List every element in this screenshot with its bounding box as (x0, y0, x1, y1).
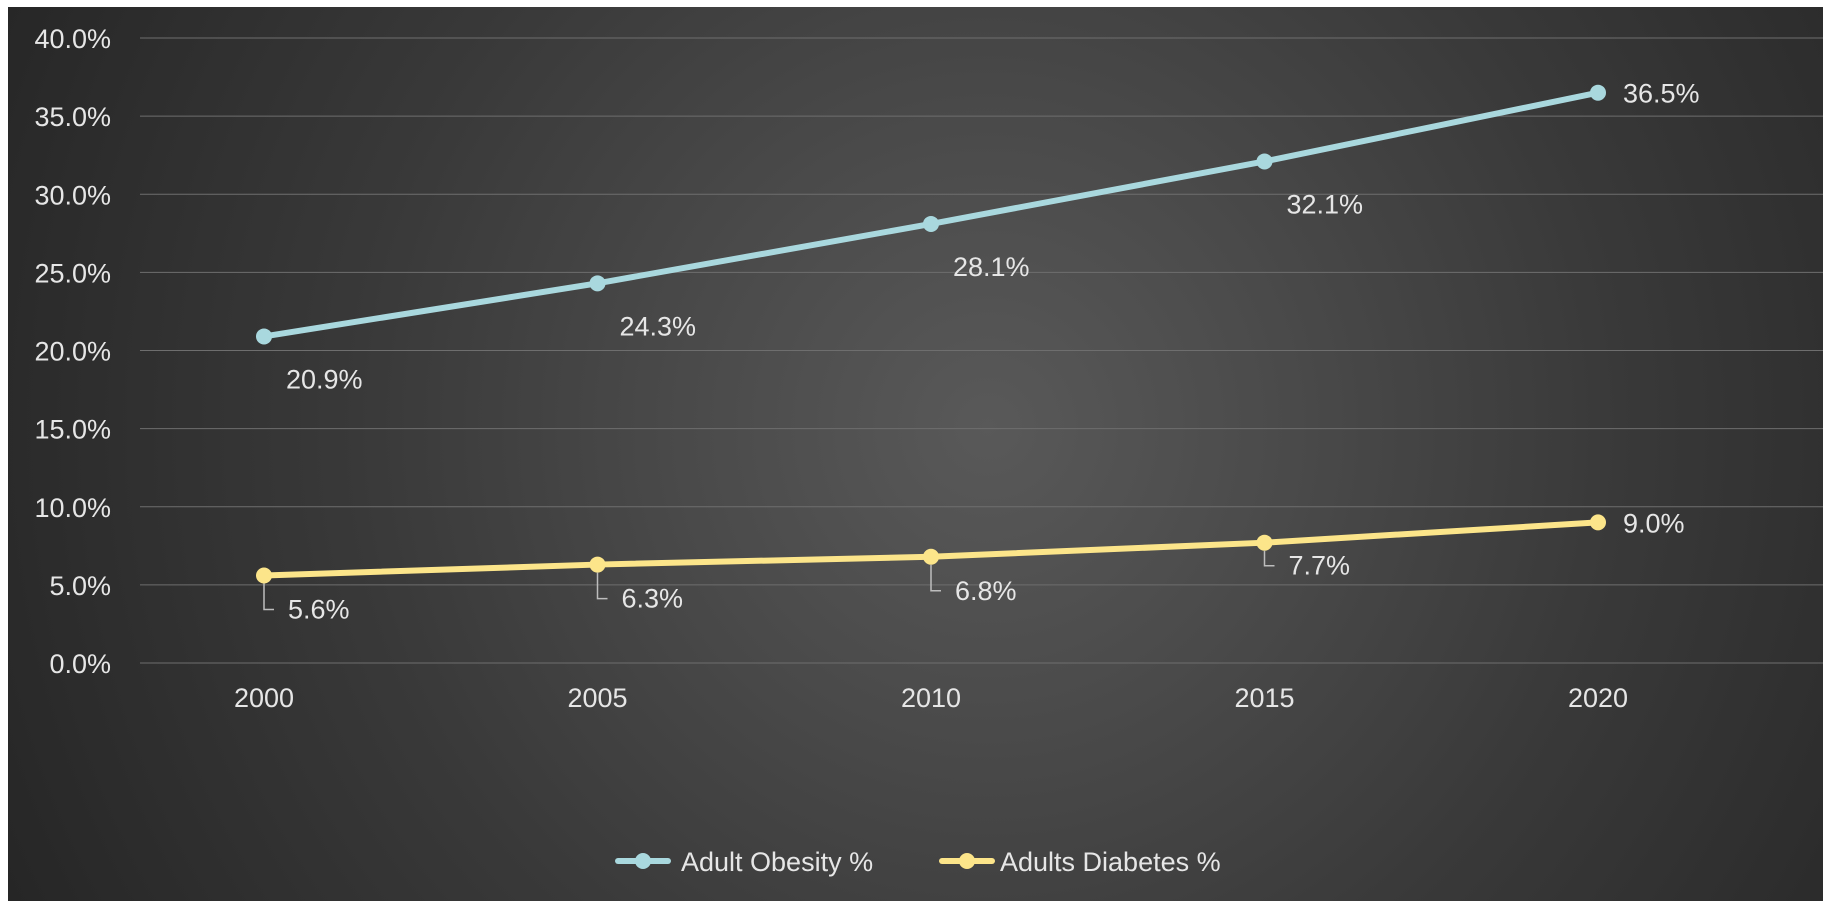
leader-line (596, 572, 608, 600)
data-point (256, 328, 272, 345)
data-point (1590, 514, 1606, 531)
x-tick-label: 2020 (1568, 683, 1628, 713)
data-label: 9.0% (1623, 508, 1685, 538)
data-point (1256, 153, 1273, 170)
data-point (923, 215, 939, 232)
line-chart: 0.0% 5.0% 10.0% 15.0% 20.0% 25.0% 30.0% 35.0% 40… (34, 24, 1823, 877)
data-point (923, 548, 939, 565)
chart-area: 0.0% 5.0% 10.0% 15.0% 20.0% 25.0% 30.0% 35.0% 40… (8, 7, 1823, 901)
leader-line (1263, 550, 1275, 567)
y-tick-label: 0.0% (49, 649, 111, 679)
y-tick-label: 35.0% (34, 102, 111, 132)
x-tick-label: 2015 (1234, 683, 1294, 713)
y-tick-label: 20.0% (34, 337, 111, 367)
data-point (589, 275, 606, 292)
y-tick-label: 5.0% (49, 571, 111, 601)
data-label: 5.6% (288, 595, 350, 625)
data-point (1590, 84, 1606, 101)
legend-swatch-marker (635, 853, 651, 869)
legend-label: Adults Diabetes % (1000, 847, 1221, 877)
data-label: 6.3% (622, 584, 684, 614)
data-point (256, 567, 272, 584)
x-tick-label: 2010 (901, 683, 961, 713)
data-point (1256, 534, 1273, 551)
data-label: 32.1% (1287, 189, 1364, 219)
leader-line (263, 583, 274, 611)
y-tick-label: 15.0% (34, 415, 111, 445)
data-label: 6.8% (955, 576, 1017, 606)
y-tick-label: 30.0% (34, 180, 111, 210)
y-tick-label: 25.0% (34, 258, 111, 288)
x-tick-label: 2005 (567, 683, 627, 713)
data-label: 36.5% (1623, 79, 1700, 109)
legend-swatch-marker (959, 853, 975, 869)
data-point (589, 556, 606, 573)
data-label: 28.1% (953, 252, 1030, 282)
data-label: 20.9% (286, 364, 363, 394)
x-tick-label: 2000 (234, 683, 294, 713)
data-label: 7.7% (1289, 551, 1351, 581)
leader-line (930, 564, 941, 592)
series-line (261, 89, 1601, 340)
y-tick-label: 10.0% (34, 493, 111, 523)
data-label: 24.3% (620, 311, 697, 341)
y-tick-label: 40.0% (34, 24, 111, 54)
legend-label: Adult Obesity % (681, 847, 873, 877)
